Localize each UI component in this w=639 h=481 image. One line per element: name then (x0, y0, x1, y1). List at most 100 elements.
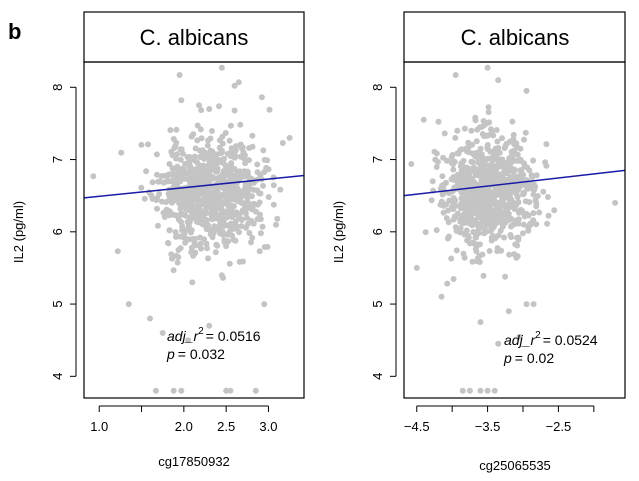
data-point (493, 166, 500, 173)
data-point (172, 142, 179, 149)
data-point (484, 64, 491, 71)
data-point (286, 134, 293, 141)
y-tick-label: 7 (50, 156, 65, 163)
data-point (516, 333, 523, 340)
data-point (179, 150, 186, 157)
data-point (181, 175, 187, 182)
data-point (484, 387, 491, 394)
panel-2-p-label: p (503, 350, 512, 366)
data-point (452, 214, 459, 221)
data-point (459, 182, 466, 189)
data-point (483, 221, 490, 228)
data-point (204, 142, 211, 149)
x-tick-label: −2.5 (546, 419, 572, 434)
data-point (204, 172, 211, 179)
data-point (470, 166, 477, 173)
data-point (435, 118, 442, 125)
data-point (170, 136, 177, 142)
data-point (445, 219, 452, 226)
data-point (508, 234, 515, 241)
data-point (433, 150, 440, 157)
y-tick-label: 4 (50, 373, 65, 380)
data-point (205, 224, 211, 230)
y-tick-label: 6 (370, 228, 385, 235)
data-point (457, 163, 464, 170)
data-point (202, 207, 209, 213)
data-point (158, 173, 165, 179)
data-point (141, 195, 148, 202)
data-point (165, 240, 172, 247)
data-point (420, 116, 427, 123)
data-point (169, 255, 176, 262)
data-point (469, 141, 476, 148)
data-point (201, 155, 208, 162)
data-point (500, 169, 507, 176)
data-point (244, 214, 250, 221)
data-point (279, 140, 286, 146)
data-point (536, 209, 543, 216)
data-point (457, 229, 464, 236)
panel-1-p-annotation: p = 0.032 (166, 346, 225, 362)
panel-1-p-value: = 0.032 (178, 346, 225, 362)
data-point (466, 218, 472, 225)
data-point (178, 219, 185, 225)
data-point (475, 212, 482, 219)
data-point (476, 156, 483, 163)
data-point (205, 255, 212, 262)
data-point (202, 149, 209, 156)
data-point (433, 164, 440, 170)
data-point (233, 143, 240, 150)
x-tick-label: 2.5 (217, 419, 235, 434)
data-point (159, 330, 166, 336)
data-point (444, 280, 451, 287)
data-point (274, 215, 281, 222)
data-point (516, 208, 523, 214)
panel-2-title: C. albicans (461, 25, 570, 50)
data-point (270, 182, 277, 189)
data-point (257, 211, 263, 218)
data-point (484, 144, 491, 151)
data-point (528, 221, 534, 228)
data-point (523, 87, 530, 94)
data-point (273, 221, 279, 228)
data-point (263, 166, 270, 173)
panel-1-p-label: p (166, 346, 175, 362)
data-point (118, 149, 125, 156)
data-point (212, 206, 219, 213)
data-point (237, 153, 244, 160)
y-tick-label: 8 (50, 84, 65, 91)
data-point (450, 166, 457, 173)
data-point (199, 220, 206, 227)
data-point (194, 159, 201, 166)
data-point (186, 216, 193, 223)
data-point (464, 198, 471, 204)
data-point (446, 197, 453, 204)
data-point (511, 200, 517, 207)
data-point (249, 132, 256, 139)
data-point (193, 165, 200, 172)
data-point (234, 170, 240, 177)
data-point (168, 210, 175, 217)
data-point (473, 248, 480, 255)
data-point (206, 154, 213, 161)
scatter-panel-1: C. albicans 1.0 2.0 2.5 3.0 4 5 6 7 8 cg1785093… (11, 11, 305, 469)
data-point (540, 188, 547, 195)
data-point (445, 233, 452, 240)
data-point (530, 157, 537, 164)
data-point (238, 174, 245, 181)
data-point (149, 195, 156, 202)
data-point (477, 319, 484, 326)
data-point (235, 79, 242, 86)
data-point (154, 171, 160, 178)
data-point (256, 190, 263, 197)
data-point (445, 207, 451, 214)
data-point (441, 130, 448, 137)
data-point (525, 212, 532, 219)
data-point (612, 199, 619, 206)
panel-2-adj-r2-annotation: adj_r2 = 0.0524 (504, 330, 598, 348)
data-point (213, 156, 220, 163)
data-point (176, 72, 183, 78)
data-point (212, 249, 219, 256)
data-point (475, 230, 482, 237)
data-point (194, 202, 201, 209)
